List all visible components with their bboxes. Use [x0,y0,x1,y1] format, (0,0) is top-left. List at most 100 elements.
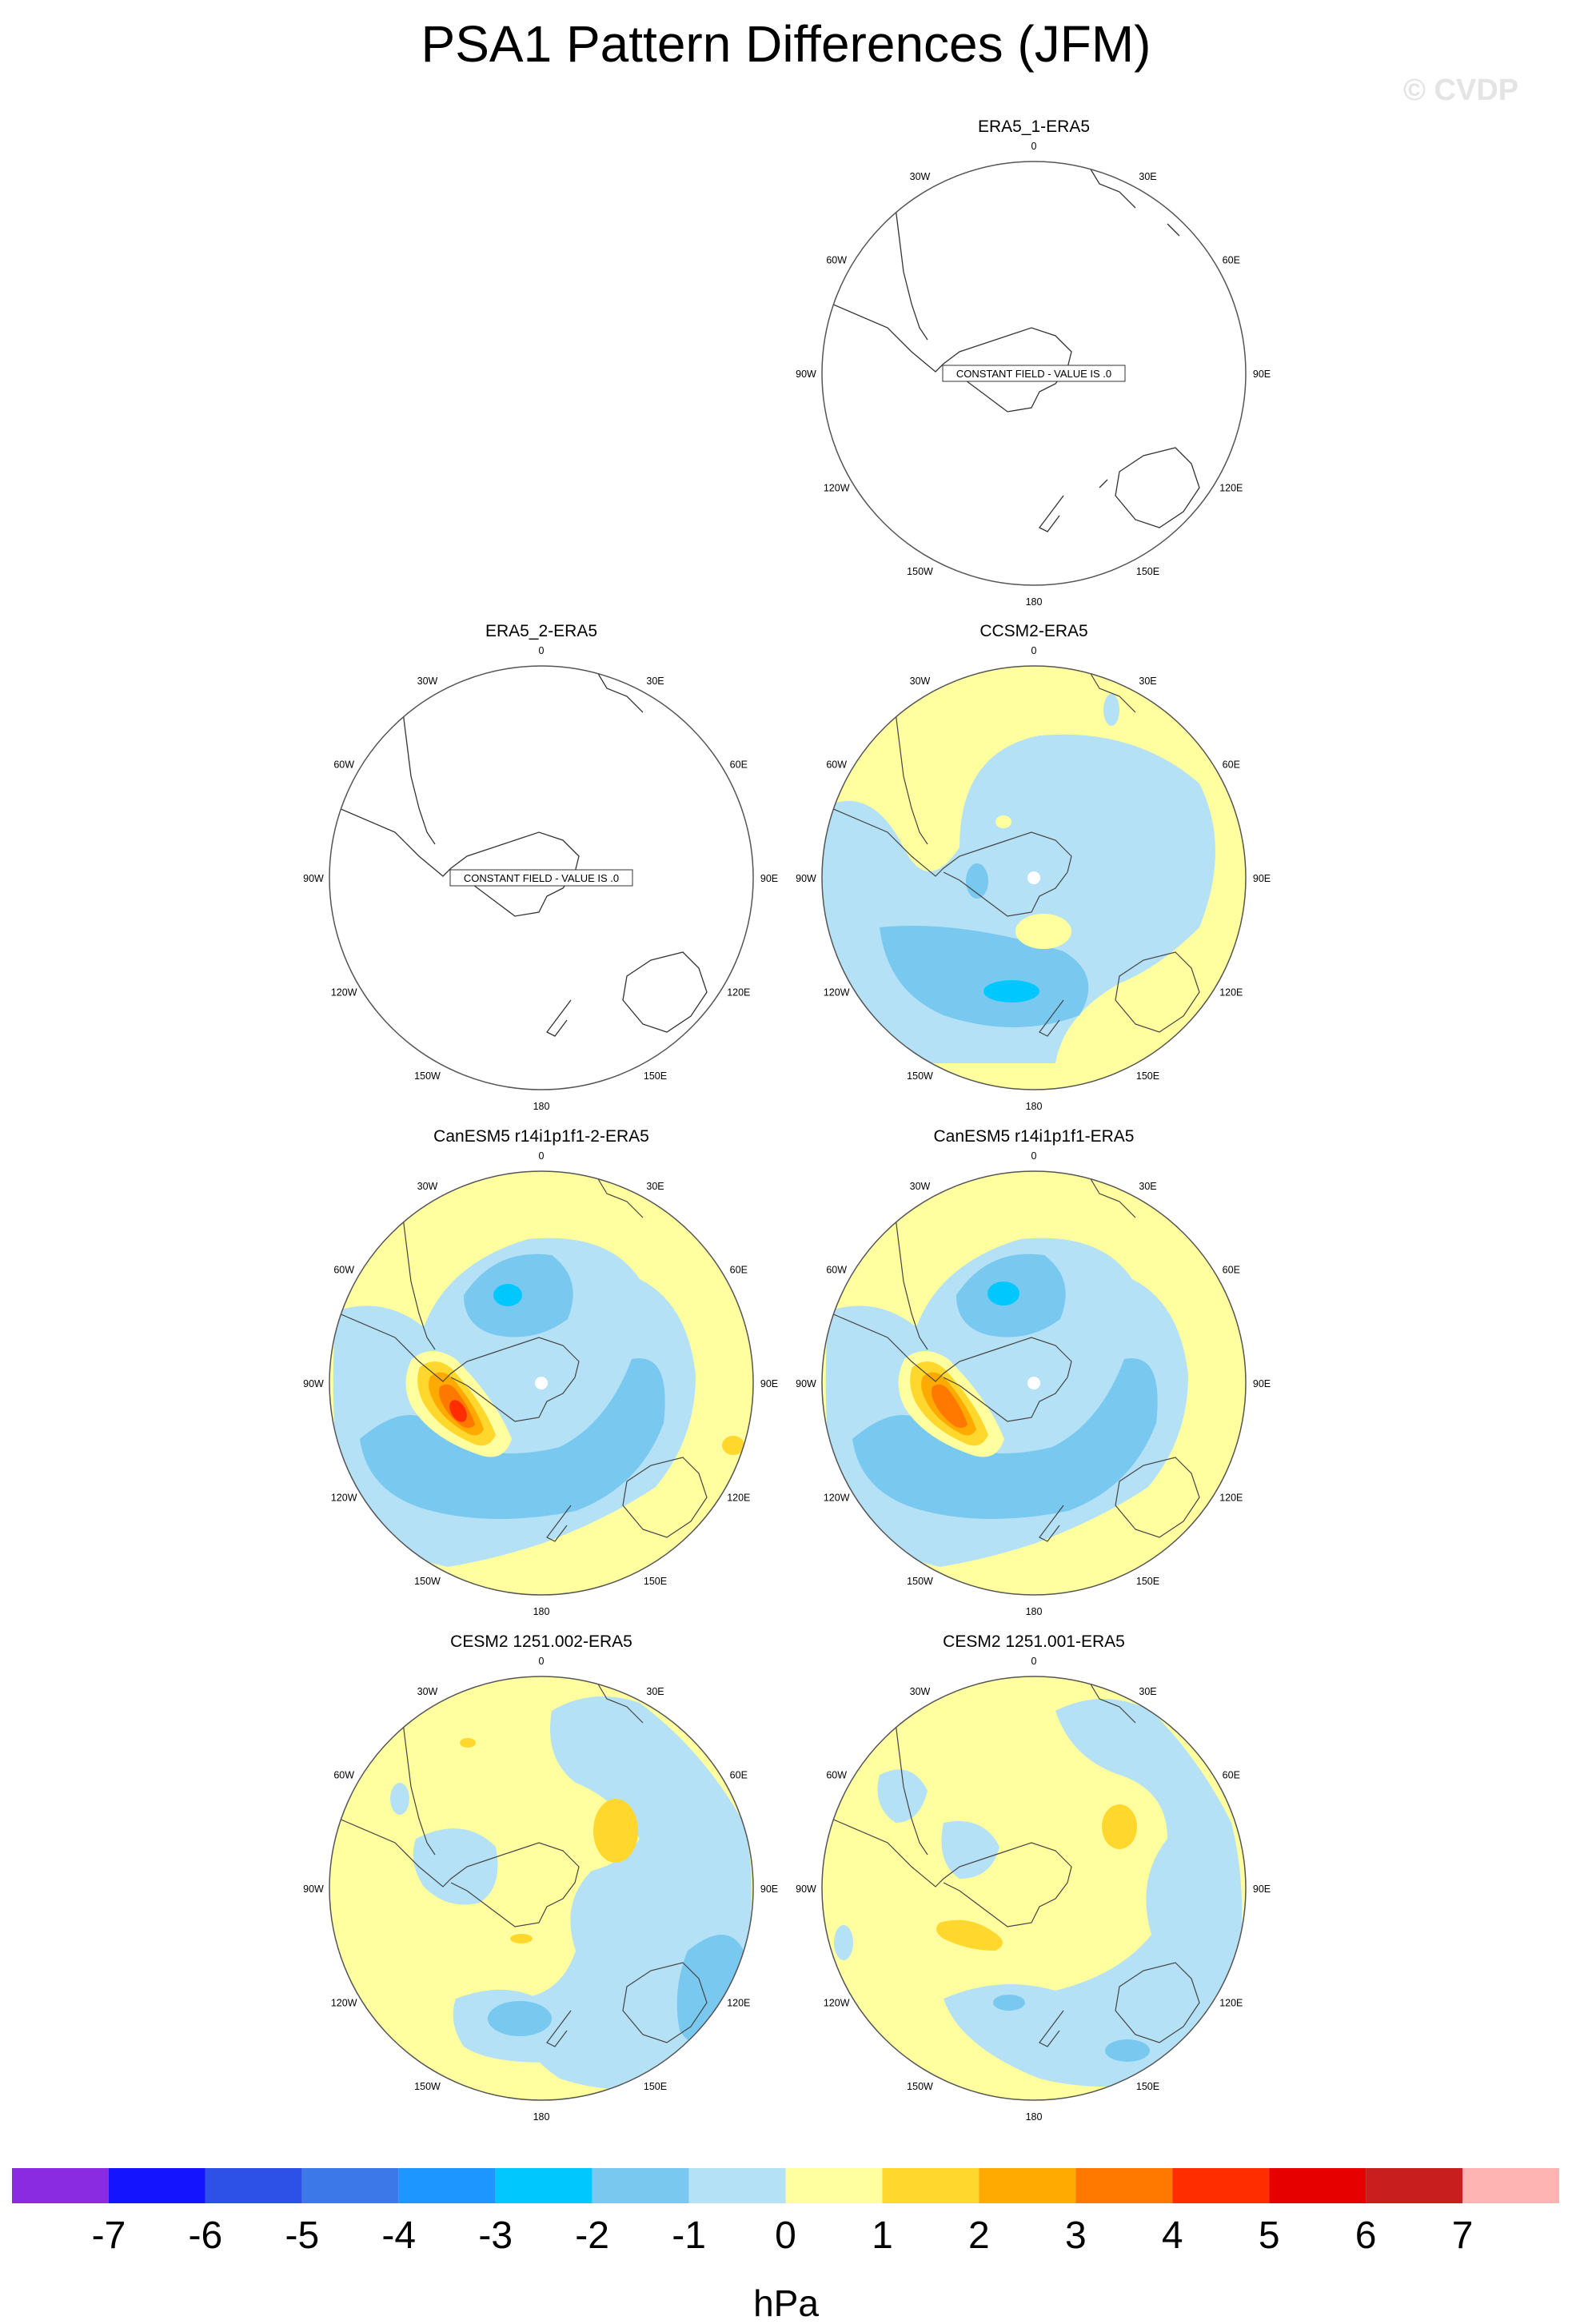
lon-label-right_upper: 60E [730,1265,748,1276]
coastline [338,668,708,1037]
lon-label-lower_right: 150E [644,1576,667,1587]
lon-label-right_upper: 60E [1223,1770,1240,1781]
lon-label-left_upper: 60W [826,1770,847,1781]
lon-label-upper_right: 30E [1139,1181,1156,1192]
lon-label-bottom: 180 [1026,596,1043,608]
watermark-logo: © CVDP [1403,74,1519,107]
contour-field [822,1676,1246,2100]
colorbar-tick-label: 7 [1452,2214,1474,2257]
map-panel-canesm5 [821,1170,1247,1596]
lon-label-right_lower: 120E [1219,987,1243,999]
longitude-labels: 0 30E 60E 90E 120E 150E 180 150W 120W 90W 60W 30W 0 3… [303,141,1271,2123]
colorbar-tick-label: 5 [1259,2214,1280,2257]
panel-title-ccsm2: CCSM2-ERA5 [980,622,1088,640]
colorbar-tick-label: -5 [285,2214,319,2257]
panel-title-canesm5-2: CanESM5 r14i1p1f1-2-ERA5 [433,1127,649,1146]
map-panel-era5-2 [329,665,754,1090]
main-title: PSA1 Pattern Differences (JFM) [421,15,1151,73]
lon-label-right_upper: 60E [1223,759,1240,771]
lon-label-top: 0 [539,645,545,656]
lon-label-top: 0 [539,1150,545,1162]
panel-title-era5-1: ERA5_1-ERA5 [977,118,1091,136]
lon-label-lower_left: 150W [907,1576,933,1587]
lon-label-right_lower: 120E [1219,483,1243,494]
lon-label-left: 90W [303,1378,324,1389]
lon-label-left_lower: 120W [824,1998,850,2009]
lon-label-left: 90W [796,1884,816,1895]
lon-label-bottom: 180 [533,1606,550,1617]
lon-label-right: 90E [1253,1378,1271,1389]
lon-label-upper_right: 30E [646,676,664,687]
lon-label-right_upper: 60E [730,1770,748,1781]
coastline [831,1173,1200,1542]
contour-field [822,1171,1246,1595]
lon-label-right_upper: 60E [730,759,748,771]
map-panel-cesm2-001 [821,1676,1247,2101]
colorbar-box [1269,2168,1367,2203]
panel-title-canesm5: CanESM5 r14i1p1f1-ERA5 [933,1127,1135,1146]
lon-label-left_lower: 120W [331,1998,357,2009]
constant-field-box [449,869,633,887]
lon-label-upper_right: 30E [646,1181,664,1192]
contour-field [329,1676,753,2100]
lon-label-left_upper: 60W [333,1265,354,1276]
colorbar-box [592,2168,689,2203]
lon-label-upper_right: 30E [1139,676,1156,687]
lon-label-lower_right: 150E [1136,2081,1159,2092]
lon-label-top: 0 [1031,1656,1037,1667]
lon-label-lower_left: 150W [414,1070,441,1082]
constant-field-label: CONSTANT FIELD - VALUE IS .0 [956,368,1111,380]
lon-label-upper_left: 30W [910,171,931,182]
colorbar-tick-label: 0 [775,2214,796,2257]
lon-label-left_upper: 60W [826,255,847,266]
colorbar-tick-label: 4 [1162,2214,1183,2257]
lon-label-right_upper: 60E [1223,255,1240,266]
colorbar-tick-label: -7 [92,2214,126,2257]
lon-label-bottom: 180 [533,1101,550,1112]
colorbar-tick-label: 3 [1065,2214,1087,2257]
coastline [338,1678,708,2047]
colorbar-unit-label: hPa [753,2282,819,2324]
lon-label-upper_left: 30W [910,1686,931,1697]
lon-label-lower_left: 150W [414,2081,441,2092]
panel-title-era5-2: ERA5_2-ERA5 [485,622,598,640]
colorbar-box [108,2168,205,2203]
coastline [831,668,1200,1037]
lon-label-left: 90W [796,873,816,884]
lon-label-right_lower: 120E [727,1493,750,1504]
lon-label-left_lower: 120W [824,987,850,999]
colorbar-tick-label: -3 [478,2214,513,2257]
colorbar-box [1172,2168,1270,2203]
lon-label-lower_right: 150E [1136,1070,1159,1082]
contour-field [329,1171,753,1595]
colorbar-tick-label: 6 [1355,2214,1377,2257]
lon-label-left: 90W [303,1884,324,1895]
lon-label-right_lower: 120E [1219,1998,1243,2009]
colorbar-box [1462,2168,1559,2203]
coastline [338,1173,708,1542]
lon-label-right: 90E [1253,873,1271,884]
panel-title-cesm2-001: CESM2 1251.001-ERA5 [943,1632,1125,1651]
colorbar-box [979,2168,1076,2203]
colorbar-box [785,2168,883,2203]
lon-label-right_lower: 120E [1219,1493,1243,1504]
lon-label-right_lower: 120E [727,1998,750,2009]
lon-label-top: 0 [539,1656,545,1667]
colorbar-box [495,2168,592,2203]
colorbar-box [688,2168,786,2203]
lon-label-right_lower: 120E [727,987,750,999]
lon-label-left_upper: 60W [826,759,847,771]
lon-label-upper_left: 30W [417,1181,438,1192]
lon-label-bottom: 180 [1026,1101,1043,1112]
lon-label-bottom: 180 [1026,2111,1043,2123]
contour-field [822,666,1246,1090]
colorbar-tick-label: -6 [189,2214,223,2257]
lon-label-upper_right: 30E [1139,171,1156,182]
lon-label-lower_left: 150W [907,566,933,577]
lon-label-left: 90W [796,1378,816,1389]
lon-label-right_upper: 60E [1223,1265,1240,1276]
lon-label-lower_right: 150E [1136,566,1159,577]
lon-label-right: 90E [1253,1884,1271,1895]
